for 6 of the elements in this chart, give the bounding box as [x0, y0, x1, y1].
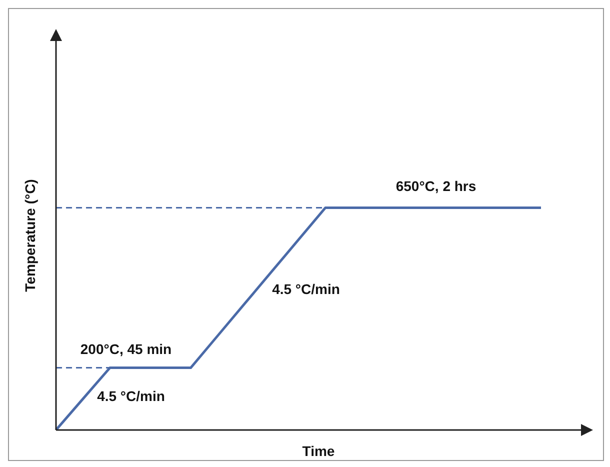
annotation: 4.5 °C/min	[97, 388, 165, 404]
text: 650°C, 2 hrs	[396, 178, 476, 194]
x-axis-title: Time	[302, 443, 335, 459]
y-axis-title: Temperature (°C)	[22, 179, 38, 292]
annotation: 4.5 °C/min	[272, 281, 340, 297]
annotation: 200°C, 45 min	[80, 341, 172, 357]
